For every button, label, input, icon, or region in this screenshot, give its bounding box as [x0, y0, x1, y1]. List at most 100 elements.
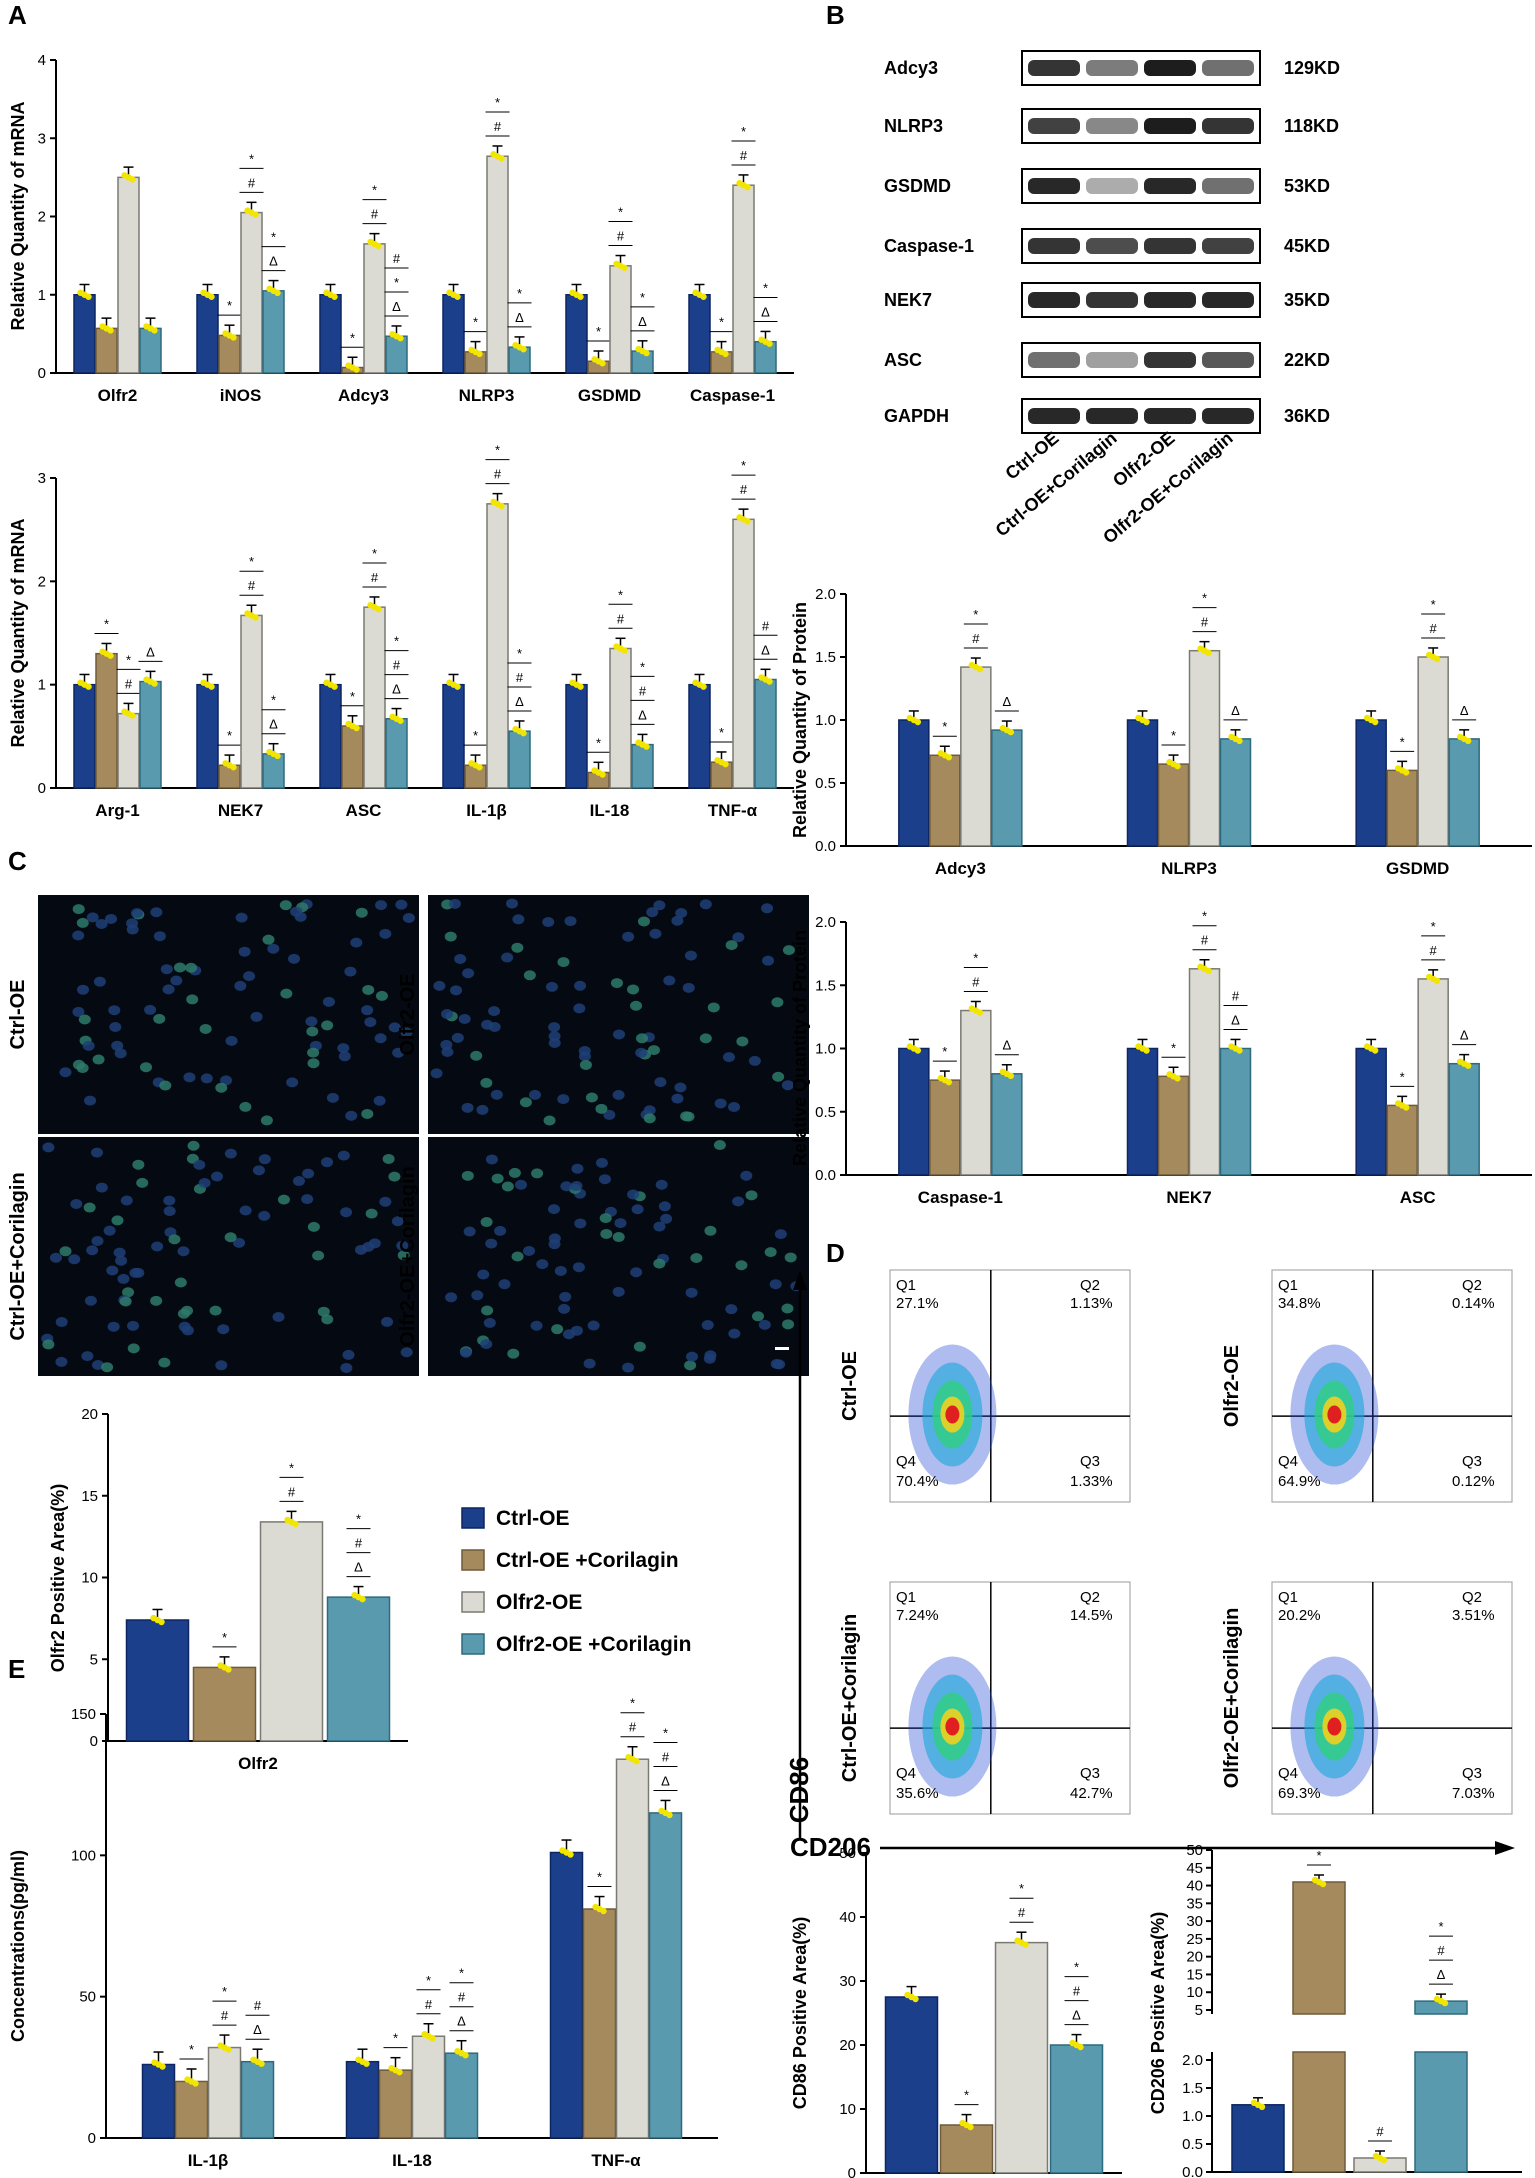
cell [732, 932, 745, 943]
cell [279, 900, 292, 911]
bar [1188, 968, 1221, 1176]
cell [388, 1171, 401, 1182]
cell [132, 1159, 145, 1170]
bar [218, 764, 241, 789]
bar [385, 335, 408, 374]
cell [748, 1055, 761, 1066]
cell [490, 1089, 503, 1100]
cell [220, 1075, 233, 1086]
data-point [914, 718, 922, 726]
bar [1386, 769, 1418, 847]
sig-mark: * [394, 634, 399, 649]
category-label: GSDMD [578, 386, 641, 405]
bar [565, 294, 588, 374]
sig-mark: * [763, 280, 768, 295]
blot-band [1028, 178, 1080, 194]
cell [117, 1273, 130, 1284]
y-tick-label: 1.5 [815, 649, 836, 666]
bar [207, 2046, 242, 2139]
cell [560, 1181, 573, 1192]
cell [542, 917, 555, 928]
bar [1126, 719, 1159, 847]
blot-band [1202, 352, 1254, 368]
cell [288, 953, 301, 964]
sig-mark: * [596, 324, 601, 339]
cell [119, 1296, 132, 1307]
cell [127, 1320, 140, 1331]
bar [117, 176, 140, 374]
data-point [230, 764, 237, 771]
sig-mark: * [289, 1460, 294, 1475]
bar [378, 2069, 413, 2139]
bar [218, 334, 241, 374]
cd206-arrowhead [1495, 1841, 1515, 1855]
cell [258, 1210, 271, 1221]
bar [411, 2035, 446, 2139]
data-point [1205, 649, 1212, 656]
protein-label: Adcy3 [884, 58, 938, 78]
q1-value: 20.2% [1278, 1607, 1321, 1624]
cell [307, 1221, 320, 1232]
sig-mark: Δ [638, 707, 647, 722]
cell [162, 984, 175, 995]
y-tick-label: 2 [38, 209, 46, 226]
cell [508, 1167, 521, 1178]
cell [441, 1009, 454, 1020]
sig-mark: * [222, 1984, 227, 1999]
sig-mark: Δ [1437, 1967, 1446, 1982]
data-point [1022, 1941, 1029, 1948]
category-label: NLRP3 [459, 386, 515, 405]
cell [703, 1353, 716, 1364]
sig-mark: # [740, 482, 748, 497]
cell [42, 1142, 55, 1153]
sig-mark: Δ [761, 642, 770, 657]
blot-band [1028, 238, 1080, 254]
cell [551, 1324, 564, 1335]
bar [732, 518, 755, 789]
cell [761, 903, 774, 914]
cell [77, 984, 90, 995]
sig-mark: * [222, 1630, 227, 1645]
cell [217, 1324, 230, 1335]
kd-label: 129KD [1284, 58, 1340, 78]
cell [243, 971, 256, 982]
cell [647, 1045, 660, 1056]
cell [599, 1213, 612, 1224]
cell [187, 1140, 200, 1151]
y-tick-label: 30 [1186, 1913, 1203, 1930]
category-label: Adcy3 [338, 386, 389, 405]
cell [612, 1232, 625, 1243]
data-point [353, 366, 360, 373]
bar [174, 2080, 209, 2139]
y-tick-label: 45 [1186, 1860, 1203, 1877]
cell [362, 984, 375, 995]
cell [160, 964, 173, 975]
q3-label: Q3 [1080, 1453, 1100, 1470]
sig-mark: # [972, 974, 980, 989]
sig-mark: * [618, 587, 623, 602]
y-tick-label: 40 [1186, 1878, 1203, 1895]
bar [1188, 649, 1221, 847]
kd-label: 118KD [1284, 116, 1339, 136]
kd-label: 35KD [1284, 290, 1330, 310]
sig-mark: # [740, 148, 748, 163]
sig-mark: # [288, 1484, 296, 1499]
cell [612, 1286, 625, 1297]
cell [280, 988, 293, 999]
data-point [225, 1666, 232, 1673]
data-point [967, 2123, 974, 2131]
cell [519, 1097, 532, 1108]
cell [458, 1013, 471, 1024]
y-tick-label: 50 [839, 1845, 856, 1862]
bar [898, 1047, 930, 1176]
cell [72, 1006, 85, 1017]
q1-value: 7.24% [896, 1607, 939, 1624]
cell [630, 1267, 643, 1278]
cell [150, 1295, 163, 1306]
cell [101, 1362, 114, 1373]
data-point [252, 211, 259, 218]
cell [49, 1252, 62, 1263]
q4-value: 35.6% [896, 1785, 939, 1802]
panel-label-a: A [8, 0, 27, 30]
cell [260, 1115, 273, 1126]
